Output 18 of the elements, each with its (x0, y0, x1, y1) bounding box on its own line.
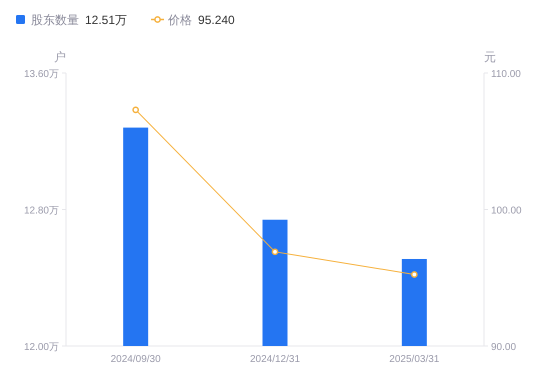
x-tick-label: 2024/09/30 (110, 354, 162, 365)
y2-tick-label: 100.00 (491, 206, 522, 216)
x-tick-label: 2025/03/31 (389, 354, 440, 365)
y-tick-label: 12.00万 (24, 342, 59, 353)
text: 95.240 (198, 13, 236, 27)
y2-tick-label: 90.00 (491, 342, 516, 353)
legend-label: 价格 (167, 13, 192, 27)
point (132, 106, 140, 114)
y-axis-title: 户 (54, 50, 66, 64)
text: 12.51万 (85, 13, 128, 27)
x-tick-label: 2024/12/31 (250, 354, 300, 365)
y-tick-label: 13.60万 (24, 69, 59, 80)
y2-tick-label: 110.00 (491, 69, 522, 80)
legend-label: 股东数量 (31, 13, 79, 27)
y2-axis-title: 元 (484, 50, 496, 64)
point (272, 248, 278, 256)
point (410, 271, 418, 278)
y-tick-label: 12.80万 (24, 206, 59, 216)
